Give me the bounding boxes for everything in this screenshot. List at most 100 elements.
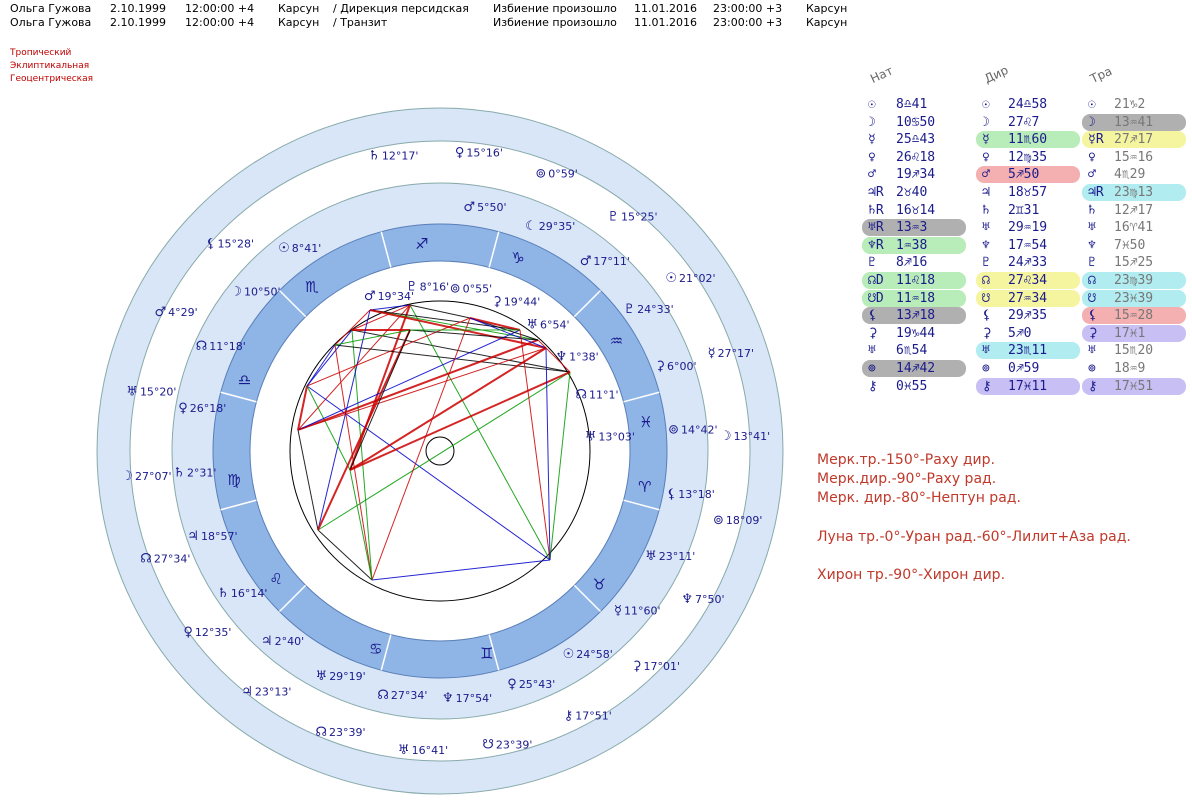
planet-position: 16♈41 xyxy=(1114,220,1154,236)
table-highlight xyxy=(976,272,1080,289)
planet-position: 8♎41 xyxy=(896,97,928,112)
zodiac-divider xyxy=(573,584,602,613)
direction-label-degree: 5°50' xyxy=(477,201,507,214)
direction-label-glyph: ♂ xyxy=(580,254,592,269)
planet-glyph: ☋ xyxy=(982,290,990,306)
planet-glyph: ⚳ xyxy=(1088,325,1098,341)
transit-label-degree: 27°34' xyxy=(154,552,191,565)
planet-position: 23♏11 xyxy=(1008,343,1048,359)
aspect-line xyxy=(349,347,547,471)
planet-glyph: ♆ xyxy=(982,237,990,253)
transit-label-degree: 17°01' xyxy=(643,660,680,673)
direction-label-degree: 26°18' xyxy=(190,402,227,415)
planet-glyph: ♅ xyxy=(982,220,990,236)
aspect-line xyxy=(317,371,571,531)
table-highlight xyxy=(1082,113,1186,131)
transit-label-degree: 21°02' xyxy=(679,272,716,285)
direction-label-degree: 10°50' xyxy=(244,286,281,299)
planet-position: 8♐16 xyxy=(896,255,928,271)
planet-position: 13♐18 xyxy=(896,308,936,324)
planet-position: 15♏20 xyxy=(1114,343,1154,359)
birth-date: 2.10.1999 xyxy=(110,16,166,29)
natal-label-degree: 19°44' xyxy=(504,295,541,308)
table-highlight xyxy=(862,289,966,307)
direction-label-degree: 29°19' xyxy=(329,670,366,683)
planet-glyph: ♂ xyxy=(982,167,990,183)
planet-position: 11♒18 xyxy=(896,290,936,306)
planet-glyph: ♅ xyxy=(868,343,876,359)
planet-position: 2♊31 xyxy=(1008,202,1040,218)
zodiac-sign-glyph: ♉ xyxy=(593,576,606,594)
transit-label-glyph: ♃ xyxy=(241,685,253,700)
transit-label-glyph: ♀ xyxy=(455,146,465,161)
planet-position: 11♌18 xyxy=(896,273,936,288)
zodiac-divider xyxy=(278,584,307,613)
planet-position: 12♐17 xyxy=(1114,202,1154,218)
aspect-line xyxy=(519,329,551,561)
table-highlight xyxy=(862,219,966,237)
birth-place: Карсун xyxy=(278,16,320,29)
direction-label-degree: 24°58' xyxy=(576,648,613,661)
aspect-line xyxy=(317,329,411,531)
chart-header-row-1: Ольга Гужова 2.10.1999 12:00:00 +4 Карсу… xyxy=(10,2,910,16)
direction-label-glyph: ♀ xyxy=(178,401,188,416)
zodiac-sign-glyph: ♍ xyxy=(227,471,240,489)
transit-label-glyph: ☽ xyxy=(121,469,133,484)
planet-position: 12♍35 xyxy=(1008,149,1048,165)
event-place: Карсун xyxy=(806,16,848,29)
zodiac-divider xyxy=(573,289,602,318)
natal-label-degree: 6°54' xyxy=(540,319,570,332)
zodiac-divider xyxy=(220,391,257,403)
zodiac-sign-glyph: ♈ xyxy=(638,478,651,496)
planet-glyph: ♇ xyxy=(868,255,876,271)
direction-label-degree: 6°00' xyxy=(667,360,697,373)
planet-position: 18♒9 xyxy=(1114,361,1146,376)
planet-glyph: ☽ xyxy=(982,114,990,130)
direction-label-degree: 25°43' xyxy=(519,678,556,691)
zodiac-sign-glyph: ♏ xyxy=(305,278,319,296)
planet-position: 7♓50 xyxy=(1114,237,1146,253)
natal-label-glyph: ♅ xyxy=(585,430,597,445)
table-highlight xyxy=(976,166,1080,184)
direction-label-glyph: ☉ xyxy=(278,241,290,256)
direction-label-degree: 11°18' xyxy=(209,340,246,353)
table-highlight xyxy=(1082,307,1186,325)
planet-glyph: ♀ xyxy=(868,149,876,165)
table-highlight xyxy=(1082,131,1186,149)
direction-label-degree: 13°18' xyxy=(678,488,715,501)
direction-label-glyph: ☿ xyxy=(614,603,622,618)
planet-position: 5♐0 xyxy=(1008,325,1032,341)
planet-position: 2♉40 xyxy=(896,185,928,200)
zodiac-mode: Тропический xyxy=(10,48,72,58)
center-circle xyxy=(425,436,455,466)
aspect-line xyxy=(349,329,411,471)
aspect-line xyxy=(349,469,373,581)
aspect-line xyxy=(306,344,336,387)
aspect-line xyxy=(306,317,471,387)
table-column-header: Нат xyxy=(868,63,896,86)
direction-label-glyph: ♄ xyxy=(173,466,185,481)
aspect-line xyxy=(351,304,411,331)
transit-label-glyph: ⚷ xyxy=(564,709,574,724)
planet-glyph: ♃R xyxy=(868,185,884,200)
planet-position: 0♐59 xyxy=(1008,361,1040,376)
transit-label-glyph: ♄ xyxy=(368,149,380,164)
table-highlight xyxy=(976,131,1080,149)
zodiac-sign-glyph: ♋ xyxy=(369,640,382,658)
planet-glyph: ♂ xyxy=(868,167,876,183)
natal-label-glyph: ♂ xyxy=(364,289,376,304)
chart-type: / Транзит xyxy=(333,16,388,29)
birth-time: 12:00:00 +4 xyxy=(185,2,255,15)
planet-glyph: ♅R xyxy=(868,220,884,236)
transit-label-degree: 16°41' xyxy=(412,744,449,757)
chart-header-row-2: Ольга Гужова 2.10.1999 12:00:00 +4 Карсу… xyxy=(10,16,910,30)
transit-label-glyph: ☽ xyxy=(720,429,732,444)
natal-label-glyph: ⚳ xyxy=(492,294,502,309)
planet-glyph: ♇ xyxy=(1088,255,1096,271)
planet-position: 24♐33 xyxy=(1008,255,1048,271)
table-highlight xyxy=(1082,377,1186,395)
planet-position: 6♏54 xyxy=(896,343,928,359)
planet-position: 27♐17 xyxy=(1114,132,1154,148)
aspect-line xyxy=(371,559,551,581)
direction-label-glyph: ♂ xyxy=(463,200,475,215)
